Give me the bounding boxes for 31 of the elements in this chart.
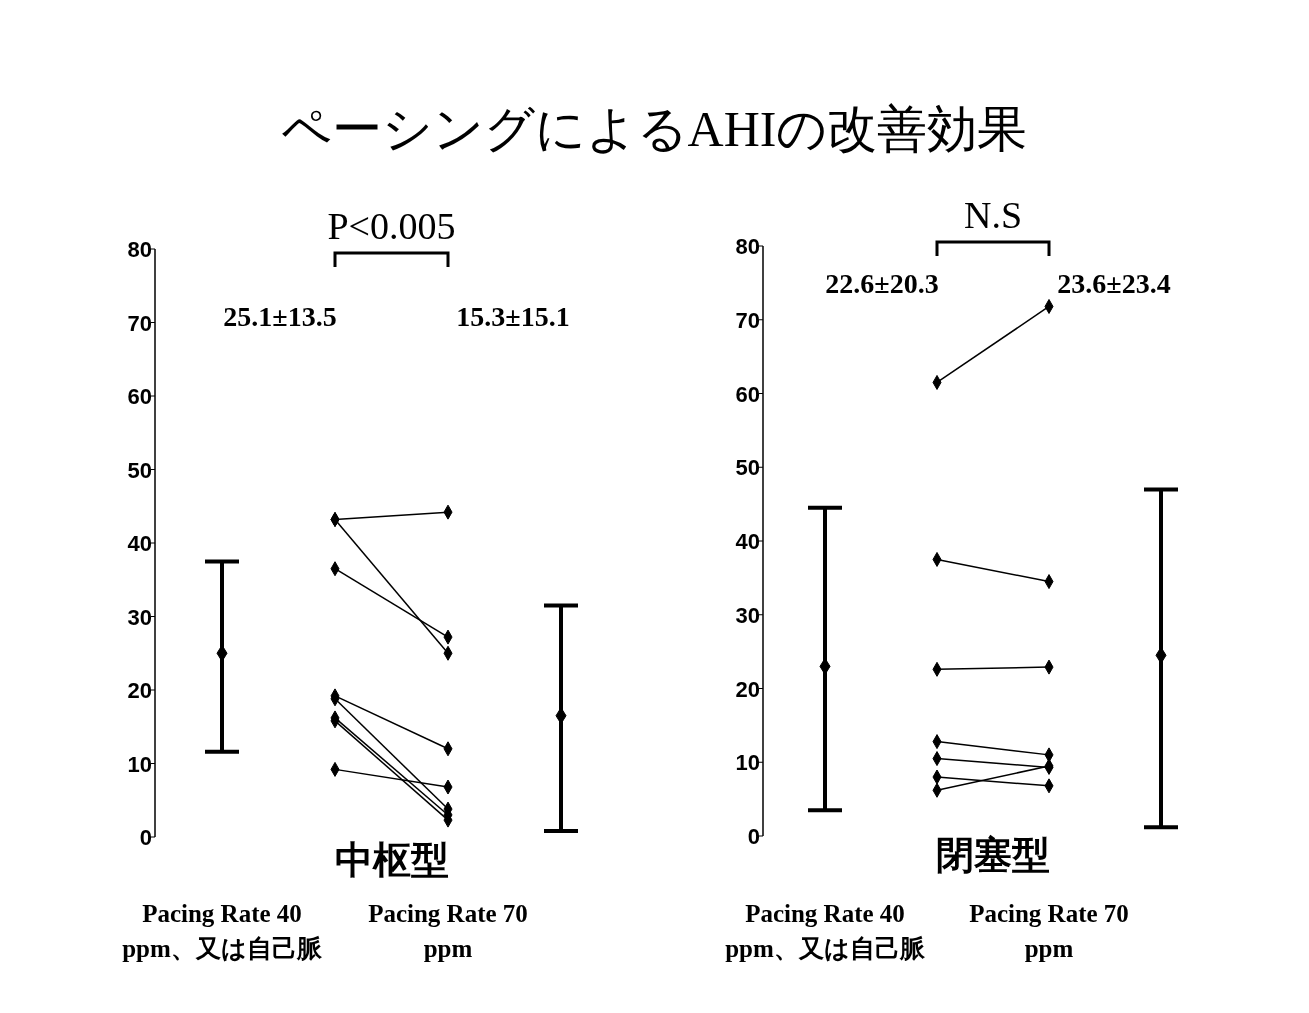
annotation: 23.6±23.4 (1057, 268, 1171, 299)
y-tick-label: 20 (735, 676, 760, 702)
annotation: 25.1±13.5 (223, 301, 337, 332)
y-tick-label: 30 (127, 604, 152, 630)
y-tick-label: 30 (735, 602, 760, 628)
y-tick-label: 40 (735, 529, 760, 554)
y-tick-label: 60 (735, 381, 760, 407)
x-axis-title: 閉塞型 (936, 834, 1050, 876)
y-tick-label: 0 (139, 825, 152, 850)
x-axis-title: 中枢型 (334, 839, 449, 881)
annotation: 22.6±20.3 (825, 268, 939, 299)
y-tick-label: 20 (127, 678, 152, 703)
y-tick-label: 0 (747, 824, 760, 849)
y-tick-label: 50 (735, 455, 760, 481)
x-tick-label: Pacing Rate 40 ppm、又は自己脈 (122, 900, 323, 962)
y-tick-label: 80 (735, 234, 760, 259)
y-tick-label: 60 (127, 384, 152, 409)
x-tick-label: Pacing Rate 70 ppm (368, 900, 528, 962)
y-tick-label: 70 (127, 310, 152, 336)
y-tick-label: 80 (127, 237, 152, 262)
text: P<0.005 (327, 205, 456, 247)
y-tick-label: 40 (127, 531, 152, 556)
y-tick-label: 70 (735, 307, 760, 333)
y-tick-label: 10 (127, 751, 152, 777)
x-tick-label: Pacing Rate 70 ppm (969, 900, 1129, 962)
text: N.S (963, 194, 1023, 236)
y-tick-label: 10 (735, 750, 760, 776)
title: ペーシングによるAHIの改善効果 (280, 101, 1028, 157)
x-tick-label: Pacing Rate 40 ppm、又は自己脈 (725, 900, 926, 962)
annotation: 15.3±15.1 (456, 301, 570, 332)
y-tick-label: 50 (127, 457, 152, 483)
